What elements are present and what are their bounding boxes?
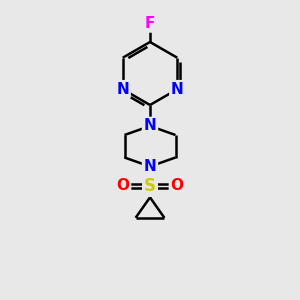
Text: F: F [145, 16, 155, 31]
Text: S: S [144, 177, 156, 195]
Text: N: N [171, 82, 184, 97]
Text: N: N [144, 159, 156, 174]
Text: O: O [116, 178, 130, 194]
Text: N: N [144, 118, 156, 134]
Text: O: O [170, 178, 184, 194]
Text: N: N [116, 82, 129, 97]
